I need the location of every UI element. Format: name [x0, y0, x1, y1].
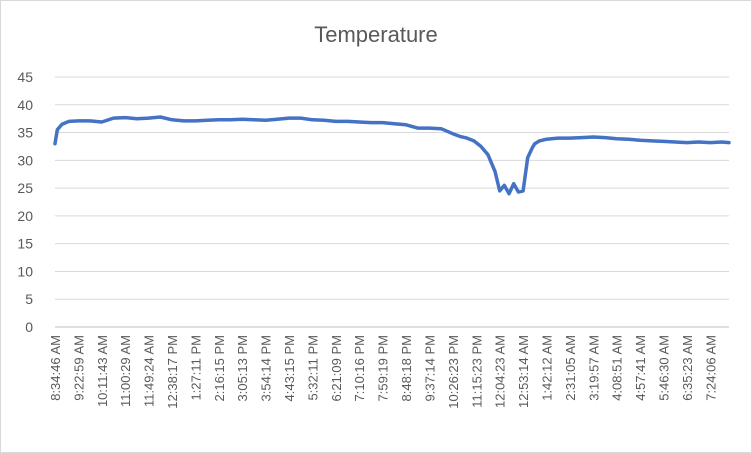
x-tick-label: 11:49:24 AM — [142, 335, 157, 407]
x-tick-label: 11:00:29 AM — [118, 335, 133, 407]
x-axis-tick-labels: 8:34:46 AM 9:22:59 AM 10:11:43 AM 11:00:29 … — [48, 335, 718, 409]
x-tick-label: 7:10:16 PM — [352, 335, 367, 402]
x-tick-label: 10:26:23 PM — [446, 335, 461, 409]
y-tick-label: 40 — [17, 97, 33, 113]
x-tick-label: 6:21:09 PM — [329, 335, 344, 402]
x-tick-label: 3:05:13 PM — [235, 335, 250, 402]
x-tick-label: 12:04:23 AM — [493, 335, 508, 408]
x-tick-label: 9:22:59 AM — [71, 335, 86, 401]
y-tick-label: 10 — [17, 263, 33, 279]
y-tick-label: 15 — [17, 236, 33, 252]
x-tick-label: 2:31:05 AM — [563, 335, 578, 401]
x-tick-label: 12:38:17 PM — [165, 335, 180, 409]
x-tick-label: 5:46:30 AM — [656, 335, 671, 401]
x-tick-label: 7:24:06 AM — [703, 335, 718, 401]
y-tick-label: 20 — [17, 208, 33, 224]
x-tick-label: 3:54:14 PM — [259, 335, 274, 402]
x-tick-label: 9:37:14 PM — [422, 335, 437, 402]
y-tick-label: 0 — [25, 319, 33, 335]
y-tick-label: 45 — [17, 69, 33, 85]
x-tick-label: 4:57:41 AM — [633, 335, 648, 401]
x-tick-label: 5:32:11 PM — [305, 335, 320, 401]
x-tick-label: 10:11:43 AM — [95, 335, 110, 407]
x-tick-label: 4:43:15 PM — [282, 335, 297, 402]
y-tick-label: 35 — [17, 125, 33, 141]
y-tick-label: 25 — [17, 180, 33, 196]
series-group — [53, 115, 731, 196]
x-tick-label: 6:35:23 AM — [680, 335, 695, 401]
x-tick-label: 2:16:15 PM — [212, 335, 227, 402]
x-tick-label: 1:27:11 PM — [188, 335, 203, 401]
gridlines — [55, 76, 729, 300]
x-tick-label: 12:53:14 AM — [516, 335, 531, 408]
x-tick-label: 8:48:18 PM — [399, 335, 414, 402]
y-tick-label: 5 — [25, 291, 33, 307]
x-tick-label: 4:08:51 AM — [610, 335, 625, 401]
x-tick-label: 1:42:12 AM — [539, 335, 554, 401]
x-tick-label: 11:15:23 PM — [469, 335, 484, 408]
chart-title: Temperature — [314, 22, 438, 47]
x-tick-label: 7:59:19 PM — [376, 335, 391, 402]
x-tick-label: 8:34:46 AM — [48, 335, 63, 401]
y-tick-label: 30 — [17, 152, 33, 168]
x-tick-label: 3:19:57 AM — [586, 335, 601, 401]
temperature-series-line — [53, 115, 731, 196]
y-axis-tick-labels: 0 5 10 15 20 25 30 35 40 45 — [17, 69, 33, 335]
